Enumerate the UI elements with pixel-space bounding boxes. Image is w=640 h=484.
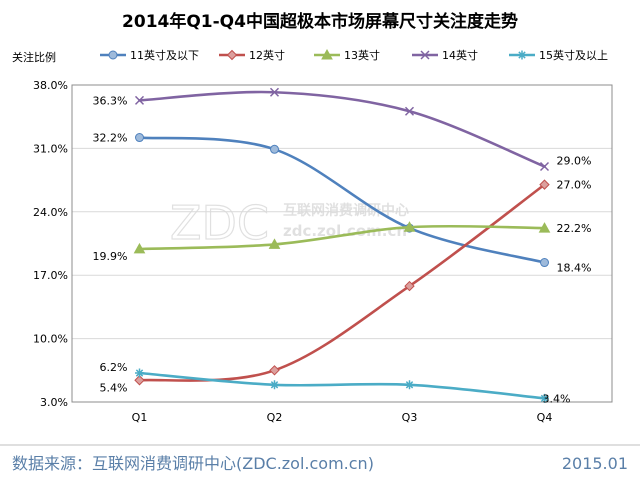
series-line bbox=[138, 371, 546, 400]
series-line bbox=[138, 224, 546, 251]
legend-label: 14英寸 bbox=[442, 48, 478, 62]
x-tick-label: Q3 bbox=[402, 411, 418, 424]
legend-label: 15英寸及以上 bbox=[539, 48, 608, 62]
data-point bbox=[268, 238, 281, 249]
data-label: 22.2% bbox=[557, 222, 592, 235]
data-point bbox=[404, 280, 415, 292]
x-axis-ticks: Q1 Q2 Q3 Q4 bbox=[132, 411, 553, 424]
legend-marker bbox=[108, 50, 118, 60]
data-point bbox=[269, 365, 280, 376]
series-line bbox=[138, 136, 546, 264]
data-label: 18.4% bbox=[557, 262, 592, 275]
grid-lines bbox=[72, 147, 612, 340]
data-point bbox=[404, 106, 415, 116]
series-line bbox=[138, 90, 546, 168]
y-tick-label: 3.0% bbox=[40, 396, 68, 409]
data-point bbox=[539, 161, 550, 172]
data-label: 32.2% bbox=[93, 132, 128, 145]
watermark-line1: 互联网消费调研中心 bbox=[283, 202, 409, 219]
legend-marker bbox=[517, 50, 527, 60]
footer-date: 2015.01 bbox=[562, 454, 628, 473]
data-point bbox=[134, 95, 145, 105]
legend-label: 12英寸 bbox=[249, 48, 285, 62]
data-point bbox=[540, 393, 549, 403]
x-tick-label: Q4 bbox=[537, 411, 553, 424]
legend-marker bbox=[226, 49, 238, 61]
y-tick-label: 17.0% bbox=[33, 269, 68, 282]
legend-marker bbox=[321, 48, 333, 60]
chart-legend: 11英寸及以下 12英寸 13英寸 14英寸 15英寸及以上 bbox=[100, 48, 608, 62]
data-point bbox=[133, 242, 146, 254]
chart-title: 2014年Q1-Q4中国超极本市场屏幕尺寸关注度走势 bbox=[122, 11, 518, 32]
data-label: 5.4% bbox=[100, 381, 128, 394]
y-axis-label: 关注比例 bbox=[12, 50, 56, 64]
watermark: ZDC 互联网消费调研中心 zdc.zol.com.cn bbox=[169, 195, 409, 250]
series-lines bbox=[133, 87, 551, 403]
y-tick-label: 38.0% bbox=[33, 79, 68, 92]
x-tick-label: Q2 bbox=[267, 411, 283, 424]
y-tick-label: 24.0% bbox=[33, 206, 68, 219]
watermark-logo: ZDC bbox=[170, 196, 269, 250]
data-label: 36.3% bbox=[93, 94, 128, 107]
legend-label: 13英寸 bbox=[344, 48, 380, 62]
data-point bbox=[405, 380, 414, 390]
data-point bbox=[538, 222, 551, 233]
legend-marker bbox=[420, 50, 430, 60]
plot-area-border bbox=[71, 84, 613, 403]
data-labels: 32.2% 18.4% 5.4% 27.0% 19.9% 22.2% 36.3% 29.0% 6… bbox=[93, 94, 592, 405]
watermark-line2: zdc.zol.com.cn bbox=[283, 222, 407, 240]
data-point bbox=[539, 179, 550, 190]
y-tick-label: 31.0% bbox=[33, 142, 68, 155]
data-point bbox=[403, 221, 416, 232]
y-tick-label: 10.0% bbox=[33, 333, 68, 346]
footer-source: 数据来源：互联网消费调研中心(ZDC.zol.com.cn) bbox=[12, 454, 374, 473]
data-point bbox=[135, 133, 144, 143]
data-point bbox=[269, 87, 280, 97]
data-label: 19.9% bbox=[93, 250, 128, 263]
data-point bbox=[270, 144, 279, 154]
data-point bbox=[540, 258, 549, 268]
x-tick-label: Q1 bbox=[132, 411, 148, 424]
data-point bbox=[135, 368, 144, 378]
data-label: 27.0% bbox=[557, 179, 592, 192]
y-axis-ticks: 3.0% 10.0% 17.0% 24.0% 31.0% 38.0% bbox=[33, 79, 68, 409]
data-label: 6.2% bbox=[100, 361, 128, 374]
legend-label: 11英寸及以下 bbox=[130, 48, 199, 62]
data-point bbox=[270, 380, 279, 390]
data-point bbox=[134, 375, 145, 386]
data-label: 3.4% bbox=[543, 392, 571, 405]
data-label: 29.0% bbox=[557, 155, 592, 168]
